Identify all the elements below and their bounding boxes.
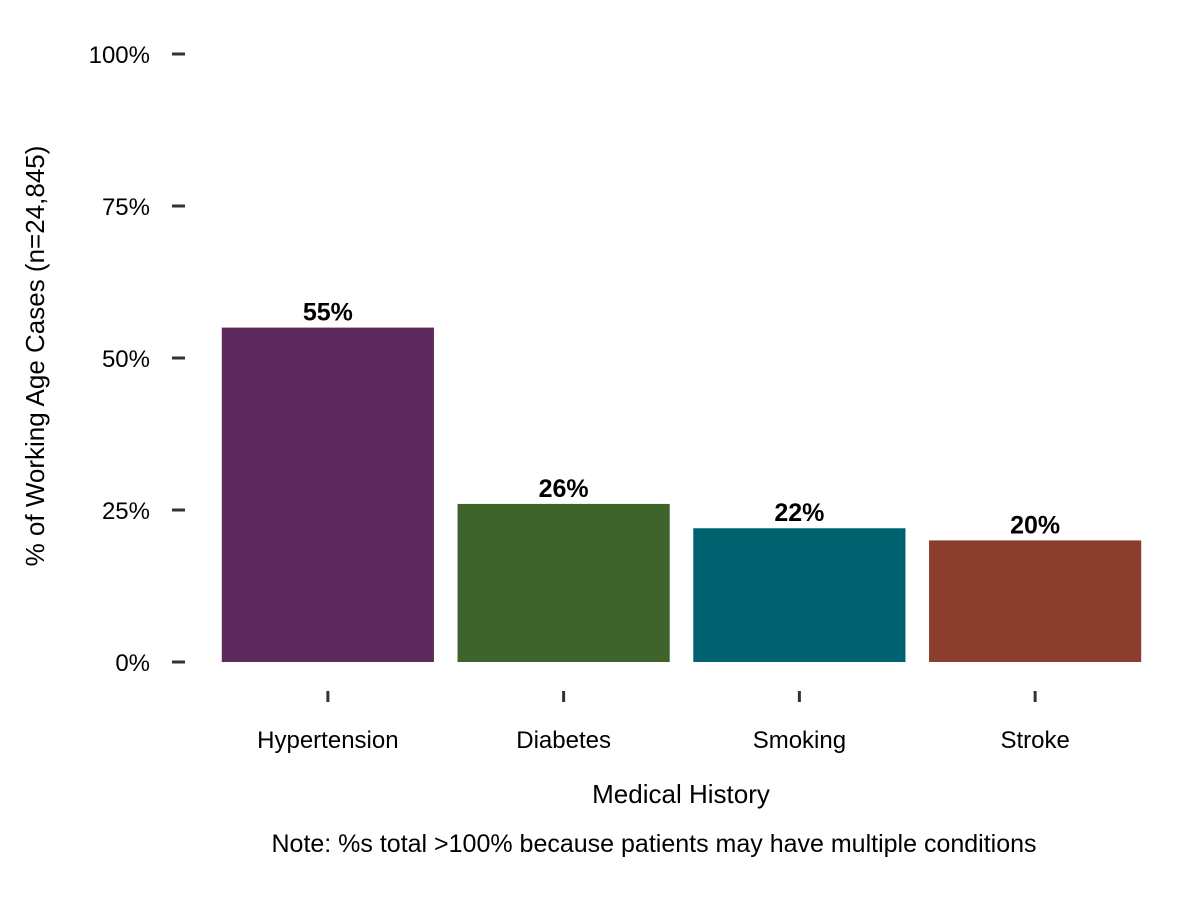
bar-hypertension <box>221 327 434 662</box>
x-tick-label: Stroke <box>1000 727 1069 754</box>
bar-stroke <box>929 540 1142 662</box>
x-tick-label: Hypertension <box>257 727 398 754</box>
bar-data-label: 22% <box>774 499 824 527</box>
x-tick-label: Diabetes <box>516 727 611 754</box>
y-tick-label: 25% <box>102 498 150 525</box>
y-axis: 0% 25% 50% 75% 100% <box>89 42 185 677</box>
y-tick-label: 50% <box>102 346 150 373</box>
y-axis-title: % of Working Age Cases (n=24,845) <box>20 146 50 567</box>
y-tick-label: 75% <box>102 194 150 221</box>
bar-data-label: 55% <box>303 299 353 327</box>
y-tick-label: 0% <box>115 650 150 677</box>
bar-data-label: 20% <box>1010 511 1060 539</box>
bar-data-label: 26% <box>539 475 589 503</box>
bar-diabetes <box>457 503 670 662</box>
bars-group: 55% 26% 22% 20% <box>221 299 1142 662</box>
chart-note: Note: %s total >100% because patients ma… <box>271 830 1036 858</box>
x-tick-label: Smoking <box>753 727 846 754</box>
x-axis-title: Medical History <box>592 779 770 809</box>
bar-smoking <box>693 528 906 662</box>
y-tick-label: 100% <box>89 42 150 69</box>
x-axis: Hypertension Diabetes Smoking Stroke <box>257 691 1070 754</box>
